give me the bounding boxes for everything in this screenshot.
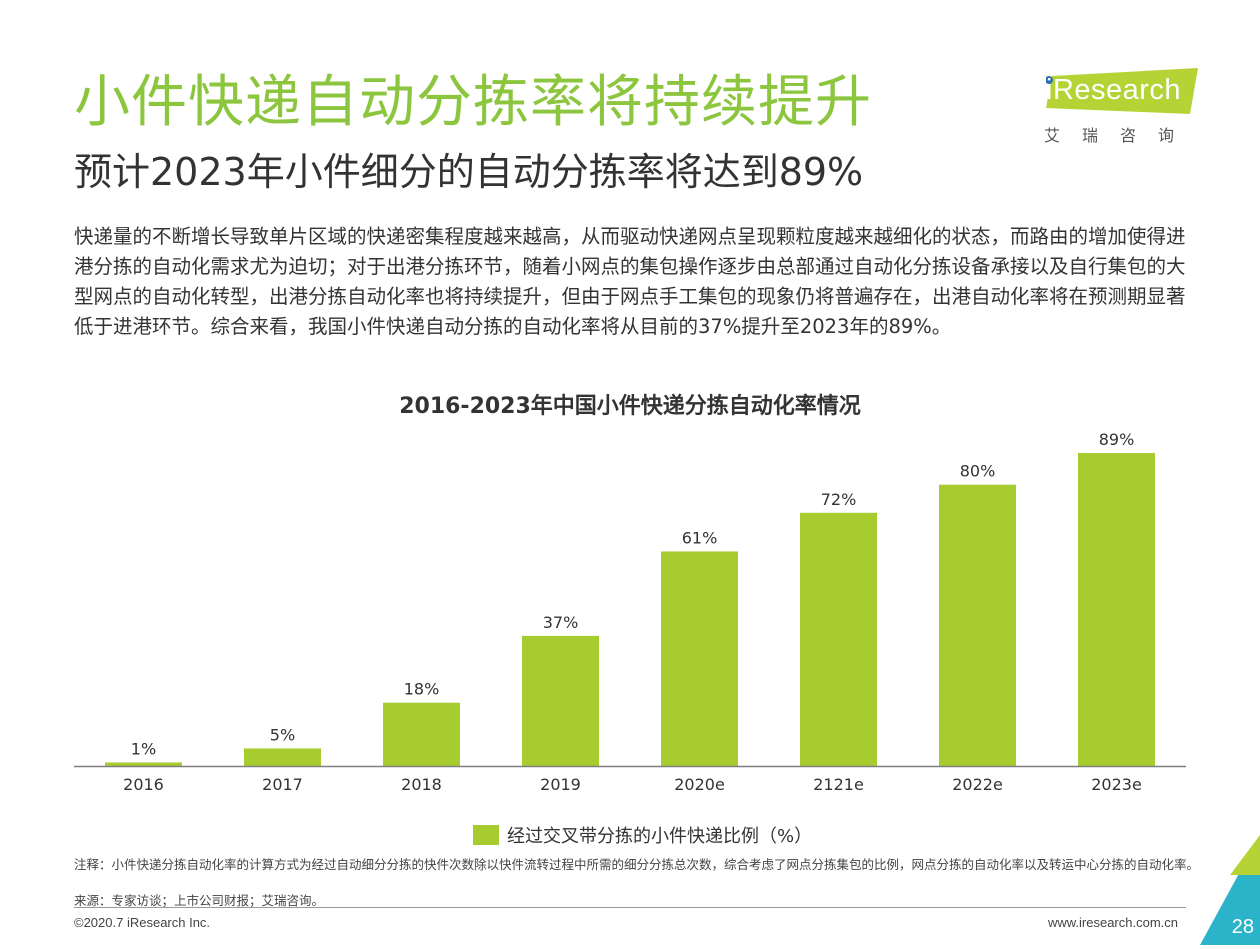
data-label-2022e: 80% [960,462,996,481]
website-link[interactable]: www.iresearch.com.cn [1047,915,1178,930]
bar-2020e [661,551,738,766]
x-tick-label-2121e: 2121e [813,775,864,794]
iresearch-logo: iResearch 艾瑞咨询 [1038,64,1198,146]
x-tick-label-2020e: 2020e [674,775,725,794]
data-label-2016: 1% [131,739,156,758]
data-label-2018: 18% [404,680,440,699]
x-tick-label-2023e: 2023e [1091,775,1142,794]
data-label-2019: 37% [543,613,579,632]
page-corner-decoration: 28 [1200,835,1260,945]
legend-label: 经过交叉带分拣的小件快递比例（%） [507,826,813,847]
data-label-2020e: 61% [682,528,718,547]
x-tick-label-2018: 2018 [401,775,442,794]
chart-legend: 经过交叉带分拣的小件快递比例（%） [473,822,812,848]
copyright: ©2020.7 iResearch Inc. [74,915,211,930]
x-tick-label-2016: 2016 [123,775,164,794]
page-title: 小件快递自动分拣率将持续提升 [74,70,872,135]
logo-banner [1046,68,1198,114]
x-tick-label-2022e: 2022e [952,775,1003,794]
body-paragraph: 快递量的不断增长导致单片区域的快递密集程度越来越高，从而驱动快递网点呈现颗粒度越… [74,225,1186,338]
bar-2017 [244,748,321,766]
data-label-2121e: 72% [821,490,857,509]
bar-2121e [800,512,877,766]
logo-chinese-name: 艾瑞咨询 [1044,126,1197,145]
legend-swatch [473,825,499,845]
data-label-2017: 5% [270,725,295,744]
data-label-2023e: 89% [1099,430,1135,449]
bar-2016 [105,762,182,766]
bar-2022e [939,484,1016,766]
bar-2023e [1078,453,1155,766]
x-tick-label-2017: 2017 [262,775,303,794]
chart-title: 2016-2023年中国小件快递分拣自动化率情况 [399,394,861,419]
corner-triangle [1200,835,1260,945]
x-tick-label-2019: 2019 [540,775,581,794]
page-subtitle: 预计2023年小件细分的自动分拣率将达到89% [74,150,864,194]
bar-2019 [522,635,599,766]
page-number: 28 [1231,916,1254,938]
bar-2018 [383,702,460,766]
logo-wordmark: iResearch [1046,74,1182,106]
chart-note: 注释：小件快递分拣自动化率的计算方式为经过自动细分分拣的快件次数除以快件流转过程… [74,857,1200,872]
chart-source: 来源：专家访谈；上市公司财报；艾瑞咨询。 [74,893,325,908]
footer-divider [74,907,1186,908]
